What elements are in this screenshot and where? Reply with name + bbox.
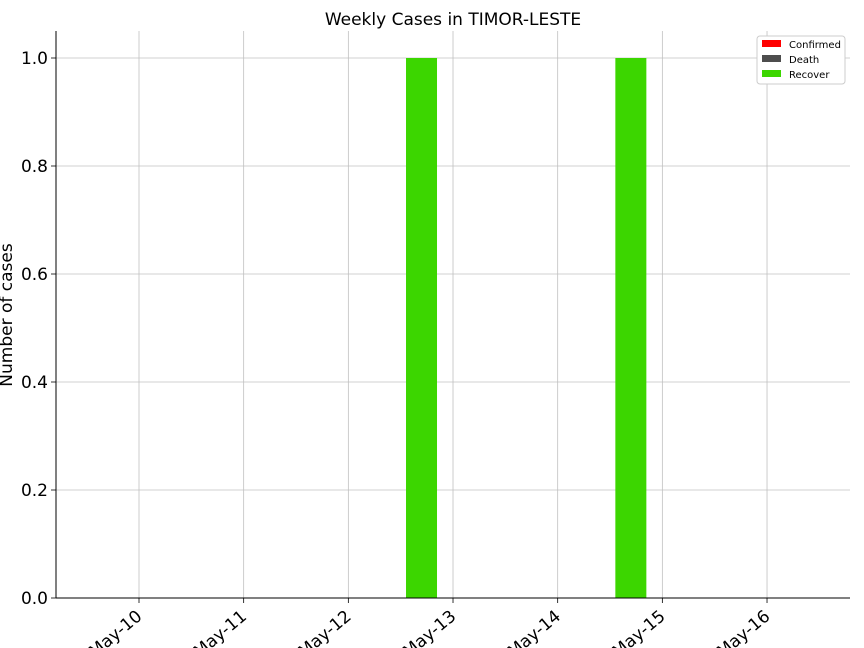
legend-swatch-recover xyxy=(762,70,781,77)
legend-label-recover: Recover xyxy=(789,70,830,81)
x-tick-label: May-15 xyxy=(609,607,670,648)
grid-lines xyxy=(56,31,850,599)
legend: Confirmed Death Recover xyxy=(756,35,846,85)
x-tick-label: May-11 xyxy=(190,607,251,648)
bar-recover-may-13 xyxy=(406,58,438,598)
x-tick-label: May-16 xyxy=(713,607,774,648)
legend-label-confirmed: Confirmed xyxy=(789,40,841,51)
y-axis-label: Number of cases xyxy=(0,243,17,387)
y-tick-labels: 0.0 0.2 0.4 0.6 0.8 1.0 xyxy=(21,49,56,609)
bar-recover-may-15 xyxy=(615,58,647,598)
y-tick-label: 0.4 xyxy=(21,373,48,393)
legend-swatch-confirmed xyxy=(762,40,781,47)
y-tick-label: 0.0 xyxy=(21,589,48,609)
x-tick-labels: May-10 May-11 May-12 May-13 May-14 May-15 May-… xyxy=(85,598,774,648)
x-tick-label: May-13 xyxy=(399,607,460,648)
y-tick-label: 0.2 xyxy=(21,481,48,501)
legend-swatch-death xyxy=(762,55,781,62)
chart-title: Weekly Cases in TIMOR-LESTE xyxy=(325,10,581,30)
y-tick-label: 0.6 xyxy=(21,265,48,285)
y-tick-label: 0.8 xyxy=(21,157,48,177)
x-tick-label: May-14 xyxy=(504,607,565,648)
y-tick-label: 1.0 xyxy=(21,49,48,69)
x-tick-label: May-10 xyxy=(85,607,146,648)
legend-label-death: Death xyxy=(789,55,819,66)
bars xyxy=(406,58,647,598)
x-tick-label: May-12 xyxy=(295,607,356,648)
